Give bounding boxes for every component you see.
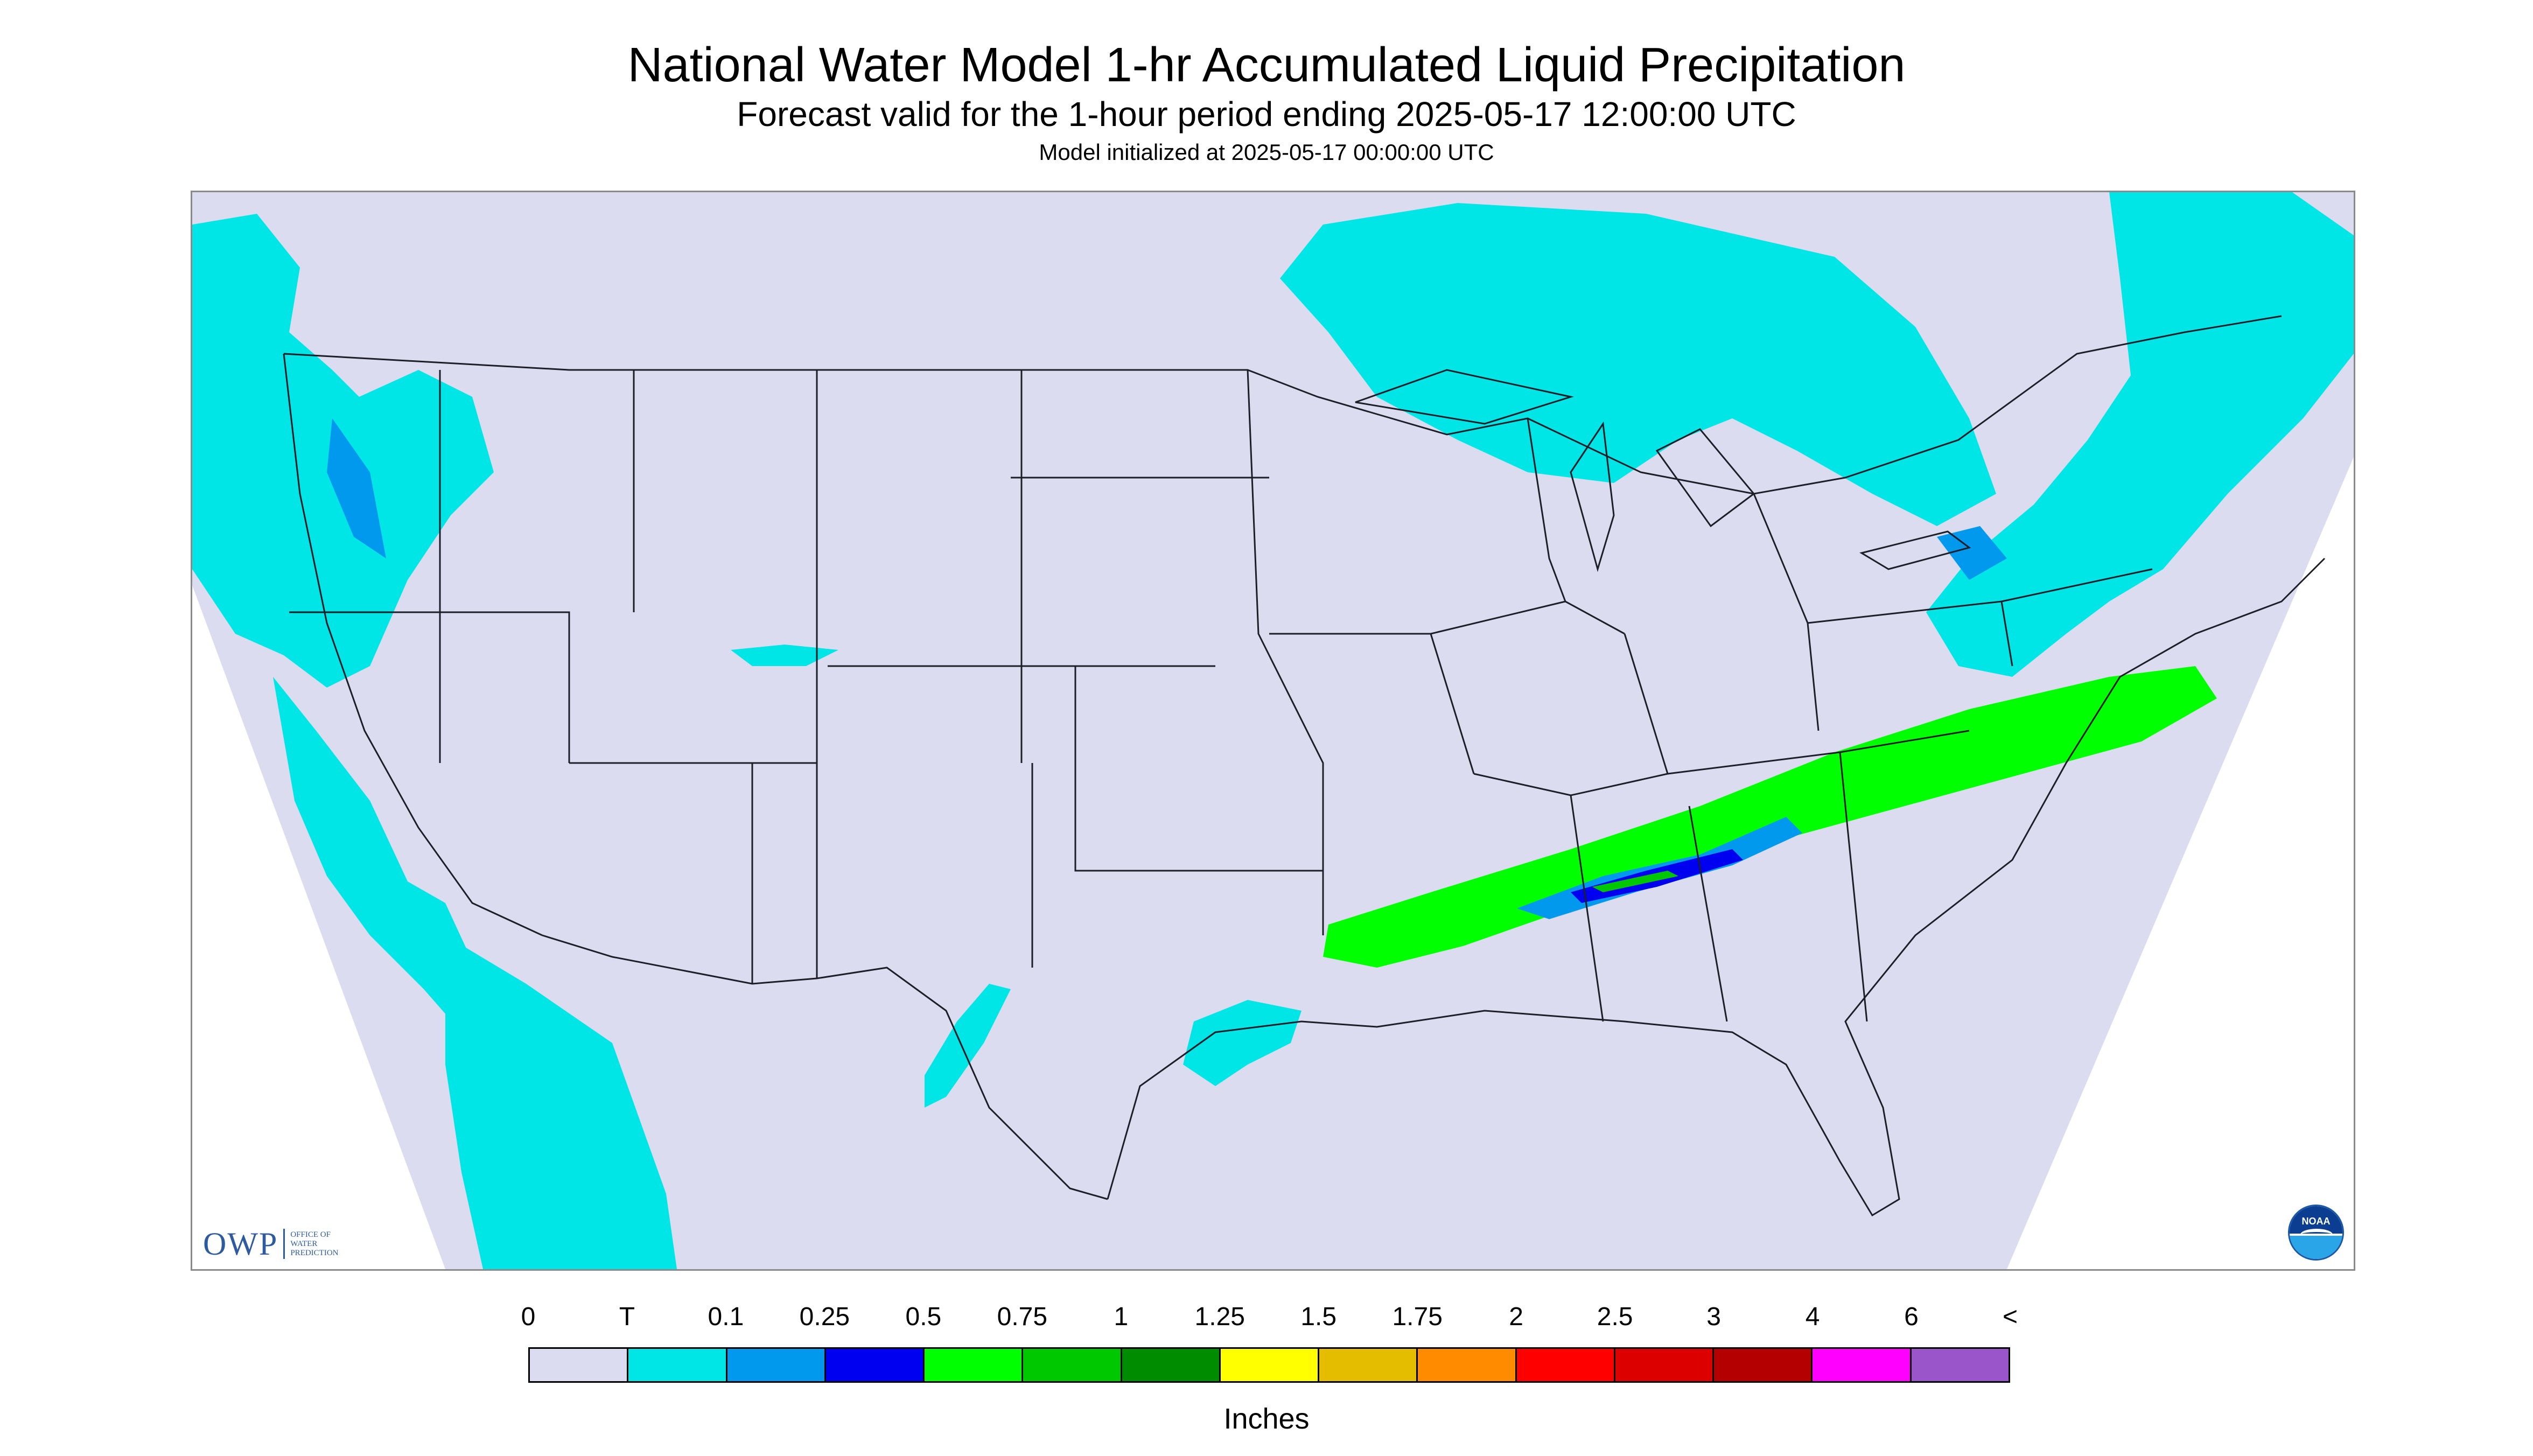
map-canvas [192, 192, 2354, 1269]
precip-area-great-lakes [1280, 203, 1996, 526]
legend-label: 1 [1114, 1303, 1129, 1331]
noaa-gull-icon [2300, 1229, 2333, 1241]
precip-area-california-coast [273, 677, 494, 1032]
legend-swatch [925, 1349, 1024, 1381]
legend-swatch [1220, 1349, 1320, 1381]
precip-area-baja-pacific [445, 935, 677, 1269]
owp-logo-text: OFFICE OF WATER PREDICTION [290, 1230, 339, 1257]
noaa-wave-icon [2290, 1235, 2342, 1259]
gulf-coast-line [1107, 557, 2326, 1217]
precip-core-southeast-max [1592, 871, 1678, 892]
legend-swatch [1813, 1349, 1912, 1381]
legend-colorbar [528, 1347, 2010, 1383]
state-lines-east [1570, 493, 2153, 1022]
us-canada-border [283, 315, 2282, 495]
legend-label: 2.5 [1597, 1303, 1633, 1331]
legend-label: 1.25 [1194, 1303, 1245, 1331]
us-mexico-border [542, 934, 1108, 1200]
owp-logo: OWP OFFICE OF WATER PREDICTION [203, 1225, 349, 1263]
west-coast [283, 353, 543, 936]
legend-swatch [628, 1349, 727, 1381]
map-subtitle: Forecast valid for the 1-hour period end… [737, 95, 1796, 134]
precip-area-texas-streak [925, 984, 1011, 1108]
noaa-logo-text: NOAA [2301, 1216, 2331, 1227]
state-lines-central [1074, 369, 1669, 935]
precipitation-map: OWP OFFICE OF WATER PREDICTION NOAA [191, 191, 2355, 1271]
legend-label: 4 [1805, 1303, 1820, 1331]
precip-area-northern-plains [731, 645, 838, 666]
legend-label: 1.75 [1392, 1303, 1443, 1331]
precip-area-gulf-coast [1183, 1000, 1302, 1086]
state-lines-west [289, 370, 1269, 984]
legend-label: 2 [1509, 1303, 1524, 1331]
legend-units: Inches [1223, 1403, 1310, 1435]
precip-core-northwest [327, 418, 386, 558]
legend-swatch [1023, 1349, 1122, 1381]
precip-layer [192, 192, 2354, 1269]
legend-swatch [530, 1349, 629, 1381]
legend-label: < [2002, 1303, 2018, 1331]
owp-logo-divider [283, 1229, 285, 1259]
precip-area-southeast-band [1323, 666, 2217, 968]
legend-swatch [1319, 1349, 1418, 1381]
legend-label: T [619, 1303, 635, 1331]
legend-label: 0.75 [997, 1303, 1048, 1331]
legend-label: 3 [1706, 1303, 1721, 1331]
boundary-layer [283, 315, 2326, 1217]
precip-area-northeast [1926, 192, 2354, 677]
legend-swatch [1418, 1349, 1517, 1381]
legend-labels: 0 T 0.1 0.25 0.5 0.75 1 1.25 1.5 1.75 2 2.5 3 4 6 < [506, 1301, 2018, 1339]
legend-swatch [1714, 1349, 1813, 1381]
legend-swatch [1516, 1349, 1615, 1381]
legend-label: 6 [1904, 1303, 1919, 1331]
map-title: National Water Model 1-hr Accumulated Li… [627, 38, 1906, 92]
legend-swatch [1615, 1349, 1715, 1381]
legend-label: 0.1 [708, 1303, 744, 1331]
precip-core-new-york [1937, 526, 2007, 580]
legend-label: 0.5 [905, 1303, 942, 1331]
great-lakes-outline [1355, 369, 1971, 572]
owp-logo-mark: OWP [203, 1226, 278, 1262]
noaa-logo: NOAA [2288, 1205, 2344, 1261]
legend-label: 0 [521, 1303, 536, 1331]
legend-swatch [825, 1349, 925, 1381]
legend-swatch [1122, 1349, 1221, 1381]
model-init-text: Model initialized at 2025-05-17 00:00:00… [1039, 139, 1494, 165]
legend-swatch [1911, 1349, 2009, 1381]
legend-swatch [727, 1349, 826, 1381]
legend-label: 1.5 [1300, 1303, 1337, 1331]
precip-moderate-layer [327, 418, 2007, 919]
legend-label: 0.25 [799, 1303, 850, 1331]
model-domain [192, 192, 2354, 1269]
